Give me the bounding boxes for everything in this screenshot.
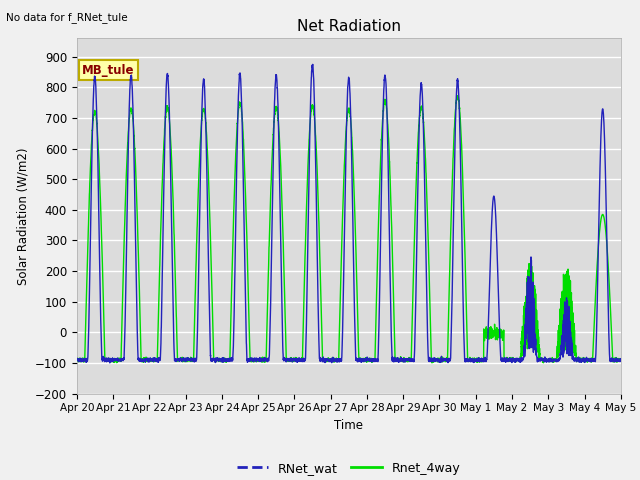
Y-axis label: Solar Radiation (W/m2): Solar Radiation (W/m2)	[17, 147, 29, 285]
Text: MB_tule: MB_tule	[82, 64, 135, 77]
Text: No data for f_RNet_tule: No data for f_RNet_tule	[6, 12, 128, 23]
X-axis label: Time: Time	[334, 419, 364, 432]
Legend: RNet_wat, Rnet_4way: RNet_wat, Rnet_4way	[232, 456, 466, 480]
Title: Net Radiation: Net Radiation	[297, 20, 401, 35]
